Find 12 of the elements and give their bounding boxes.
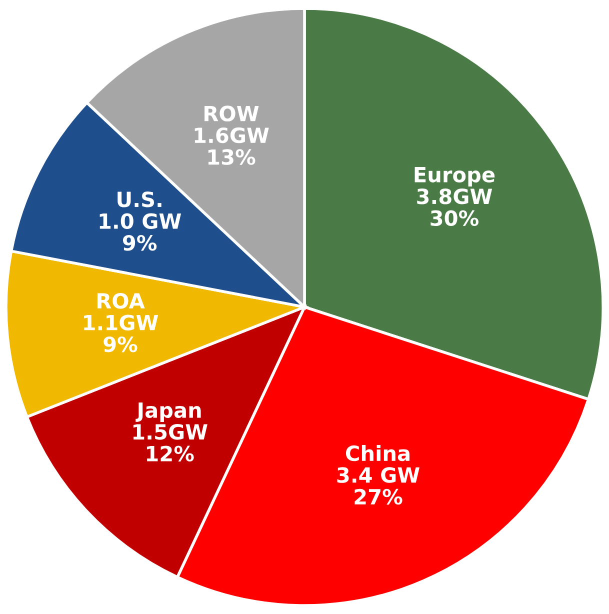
- data-label: 1.6GW 13%: [194, 127, 269, 165]
- data-label: 1.0 GW 9%: [100, 213, 182, 251]
- data-label: 1.1GW 9%: [84, 314, 158, 352]
- data-label: 3.4 GW 27%: [337, 467, 420, 505]
- slice-label: Japan: [136, 402, 201, 422]
- data-label: 3.8GW 30%: [417, 188, 492, 226]
- slice-label: U.S.: [118, 192, 162, 208]
- data-label: 1.5GW 12%: [133, 424, 208, 462]
- slice-label: ROA: [97, 292, 145, 309]
- slice-label: ROW: [204, 106, 259, 122]
- slice-label: China: [346, 445, 410, 462]
- slice-label: Europe: [414, 167, 495, 187]
